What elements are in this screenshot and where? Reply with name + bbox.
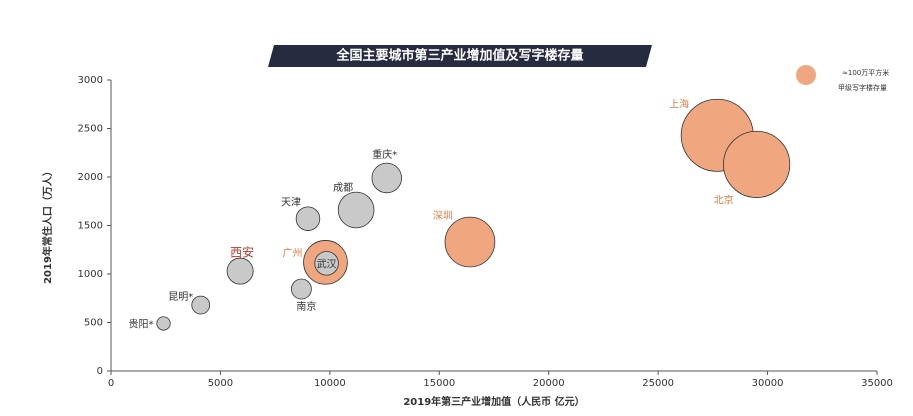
x-tick-label: 0 [108,378,114,389]
point-label: 成都 [333,182,353,194]
x-tick-label: 35000 [861,378,893,389]
bubble [291,278,312,300]
bubble [295,206,321,231]
point-label: 深圳 [433,210,453,222]
y-tick-label: 2500 [78,124,103,135]
point-label: 武汉 [317,257,337,270]
bubble [337,191,375,229]
y-axis-label: 2019年常住人口（万人） [41,166,54,284]
point-label: 天津 [281,197,301,209]
x-tick-label: 15000 [423,378,455,389]
x-axis-label: 2019年第三产业增加值（人民币 亿元） [403,395,584,408]
x-tick-label: 30000 [752,378,784,389]
bubble [156,316,171,331]
bubble [191,295,211,315]
size-legend-bubble [796,65,816,85]
bubble [371,162,402,194]
point-label: 贵阳* [129,317,154,330]
point-label: 南京 [296,300,316,313]
chart-title: 全国主要城市第三产业增加值及写字楼存量 [335,48,583,64]
title-banner [268,45,652,67]
x-tick-label: 5000 [208,378,233,389]
y-tick-label: 500 [84,318,103,329]
point-label: 西安 [230,245,254,260]
point-label: 昆明* [168,291,193,303]
size-legend-label: ≈100万平方米 [842,68,889,77]
y-tick-label: 2000 [78,172,103,183]
point-label: 上海 [669,97,689,110]
x-tick-label: 10000 [314,378,346,389]
size-legend-caption: 甲级写字楼存量 [838,83,887,92]
x-tick-label: 25000 [642,378,674,389]
bubble [444,216,496,268]
y-tick-label: 0 [97,366,103,377]
point-label: 广州 [282,247,302,259]
point-label: 重庆* [372,148,397,161]
point-label: 北京 [714,193,734,206]
y-tick-label: 1500 [78,221,103,232]
y-tick-label: 1000 [78,269,103,280]
bubble [226,257,254,285]
x-tick-label: 20000 [533,378,565,389]
y-tick-label: 3000 [78,75,103,86]
bubble [723,130,791,198]
bubble [314,251,339,276]
